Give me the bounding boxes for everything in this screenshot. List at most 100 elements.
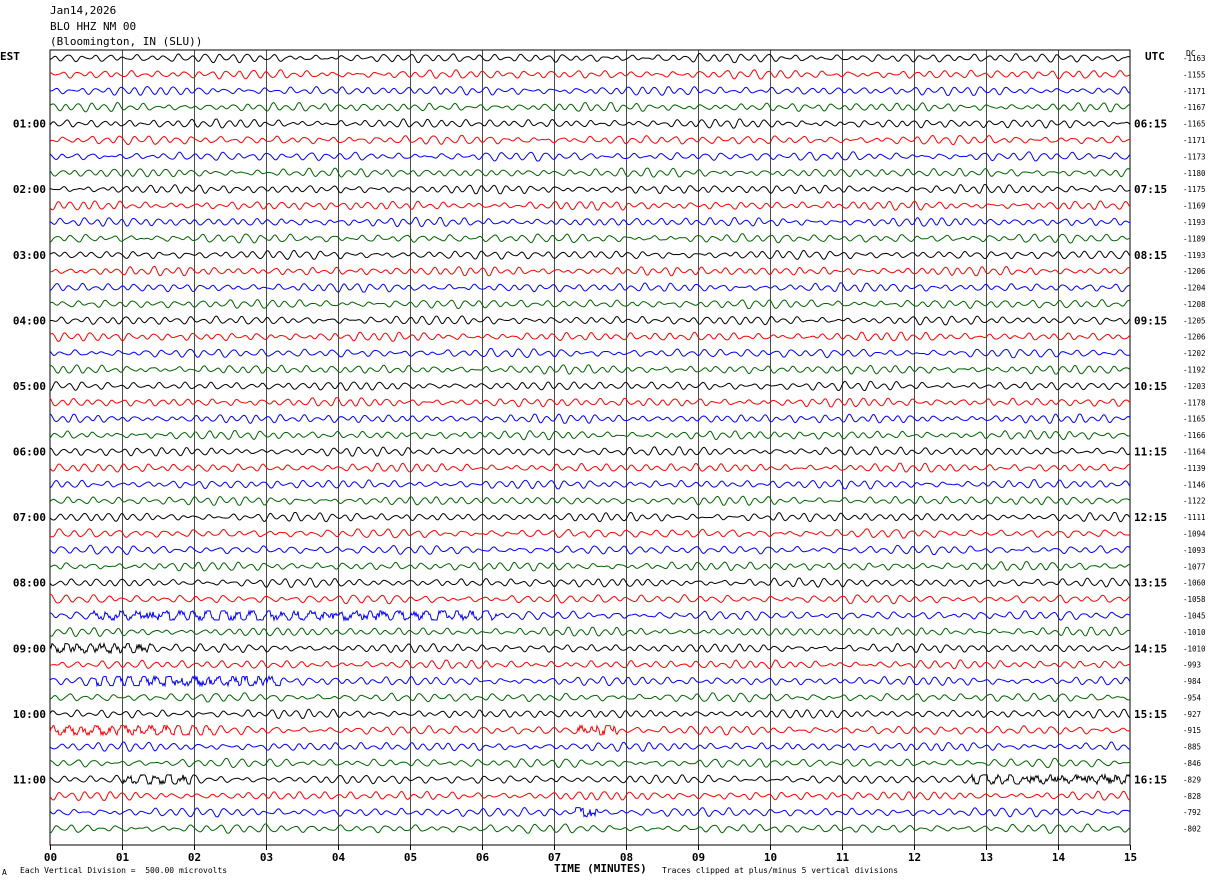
right-hour-label: 15:15 xyxy=(1134,708,1167,721)
trace-line xyxy=(49,528,1131,539)
left-hour-label: 04:00 xyxy=(13,314,46,327)
right-hour-label: 08:15 xyxy=(1134,249,1167,262)
dc-offset-label: -828 xyxy=(1183,792,1202,801)
trace-line xyxy=(49,708,1131,719)
x-tick-label: 11 xyxy=(836,851,850,864)
dc-offset-label: -1045 xyxy=(1183,611,1206,620)
trace-line xyxy=(49,167,1131,178)
trace-line xyxy=(49,609,1131,622)
trace-line xyxy=(49,118,1131,129)
trace-line xyxy=(50,593,1131,605)
dc-offset-label: -1077 xyxy=(1183,562,1206,571)
trace-line xyxy=(49,315,1131,326)
dc-offset-label: -1202 xyxy=(1183,349,1206,358)
trace-line xyxy=(49,151,1131,162)
dc-offset-label: -1193 xyxy=(1183,251,1206,260)
trace-line xyxy=(49,331,1131,342)
header-date: Jan14,2026 xyxy=(50,4,117,17)
trace-line xyxy=(49,823,1131,834)
dc-offset-label: -993 xyxy=(1183,661,1201,670)
trace-line xyxy=(49,102,1131,113)
dc-offset-label: -1139 xyxy=(1183,464,1206,473)
dc-offset-label: -1093 xyxy=(1183,546,1206,555)
dc-offset-label: -1206 xyxy=(1183,267,1206,276)
right-hour-label: 07:15 xyxy=(1134,183,1167,196)
trace-line xyxy=(49,790,1131,801)
right-hour-label: 09:15 xyxy=(1134,314,1167,327)
trace-line xyxy=(49,724,1131,737)
x-tick-label: 14 xyxy=(1052,851,1066,864)
trace-line xyxy=(49,561,1131,572)
trace-line xyxy=(49,479,1131,490)
dc-offset-label: -1111 xyxy=(1183,513,1206,522)
x-tick-label: 13 xyxy=(980,851,993,864)
dc-offset-label: -1010 xyxy=(1183,628,1206,637)
dc-offset-label: -802 xyxy=(1183,825,1201,834)
x-tick-label: 12 xyxy=(908,851,921,864)
dc-offset-label: -1204 xyxy=(1183,284,1206,293)
trace-line xyxy=(49,348,1131,359)
dc-offset-label: -1173 xyxy=(1183,152,1206,161)
corner-mark: A xyxy=(2,868,7,877)
trace-line xyxy=(49,495,1131,506)
dc-offset-label: -1171 xyxy=(1183,87,1206,96)
trace-line xyxy=(49,429,1131,441)
trace-line xyxy=(49,86,1131,96)
x-tick-label: 09 xyxy=(692,851,705,864)
trace-line xyxy=(49,674,1131,688)
dc-offset-label: -792 xyxy=(1183,808,1201,817)
dc-offset-label: -1180 xyxy=(1183,169,1206,178)
trace-line xyxy=(49,511,1131,523)
dc-offset-label: -927 xyxy=(1183,710,1201,719)
left-hour-label: 05:00 xyxy=(13,380,46,393)
dc-offset-label: -1165 xyxy=(1183,415,1206,424)
dc-offset-label: -1146 xyxy=(1183,480,1206,489)
trace-line xyxy=(49,397,1131,408)
dc-offset-label: -1192 xyxy=(1183,366,1206,375)
left-hour-label: 10:00 xyxy=(13,708,46,721)
trace-line xyxy=(49,413,1131,424)
left-hour-label: 11:00 xyxy=(13,773,46,786)
dc-offset-label: -1122 xyxy=(1183,497,1206,506)
dc-offset-label: -1169 xyxy=(1183,202,1206,211)
x-tick-label: 07 xyxy=(548,851,561,864)
dc-offset-label: -1165 xyxy=(1183,120,1206,129)
dc-offset-label: -1163 xyxy=(1183,54,1206,63)
dc-offset-label: -1010 xyxy=(1183,644,1206,653)
header-station: BLO HHZ NM 00 xyxy=(50,20,137,33)
trace-line xyxy=(49,659,1131,670)
left-hour-label: 01:00 xyxy=(13,118,46,131)
dc-offset-label: -885 xyxy=(1183,743,1201,752)
dc-offset-label: -1060 xyxy=(1183,579,1206,588)
left-hour-label: 09:00 xyxy=(13,642,46,655)
trace-line xyxy=(49,53,1131,64)
trace-line xyxy=(49,69,1131,80)
left-hour-label: 06:00 xyxy=(13,446,46,459)
trace-line xyxy=(49,462,1131,473)
trace-line xyxy=(49,266,1131,277)
dc-offset-label: -1171 xyxy=(1183,136,1206,145)
trace-line xyxy=(49,216,1131,228)
dc-offset-label: -1167 xyxy=(1183,103,1206,112)
left-hour-label: 08:00 xyxy=(13,577,46,590)
dc-offset-label: -1189 xyxy=(1183,234,1206,243)
right-hour-label: 16:15 xyxy=(1134,773,1167,786)
dc-offset-label: -1205 xyxy=(1183,316,1206,325)
right-hour-label: 10:15 xyxy=(1134,380,1167,393)
x-tick-label: 03 xyxy=(260,851,273,864)
x-tick-label: 08 xyxy=(620,851,633,864)
header-location: (Bloomington, IN (SLU)) xyxy=(50,35,203,48)
left-hour-label: 07:00 xyxy=(13,511,46,524)
trace-line xyxy=(49,282,1131,293)
dc-offset-label: -1058 xyxy=(1183,595,1206,604)
scale-note: Each Vertical Division = 500.00 microvol… xyxy=(20,866,228,875)
dc-offset-label: -1175 xyxy=(1183,185,1206,194)
left-hour-label: 03:00 xyxy=(13,249,46,262)
dc-offset-label: -1094 xyxy=(1183,529,1206,538)
dc-offset-label: -1164 xyxy=(1183,448,1206,457)
dc-offset-label: -1208 xyxy=(1183,300,1206,309)
left-hour-label: 02:00 xyxy=(13,183,46,196)
trace-line xyxy=(49,380,1131,392)
x-tick-label: 10 xyxy=(764,851,777,864)
